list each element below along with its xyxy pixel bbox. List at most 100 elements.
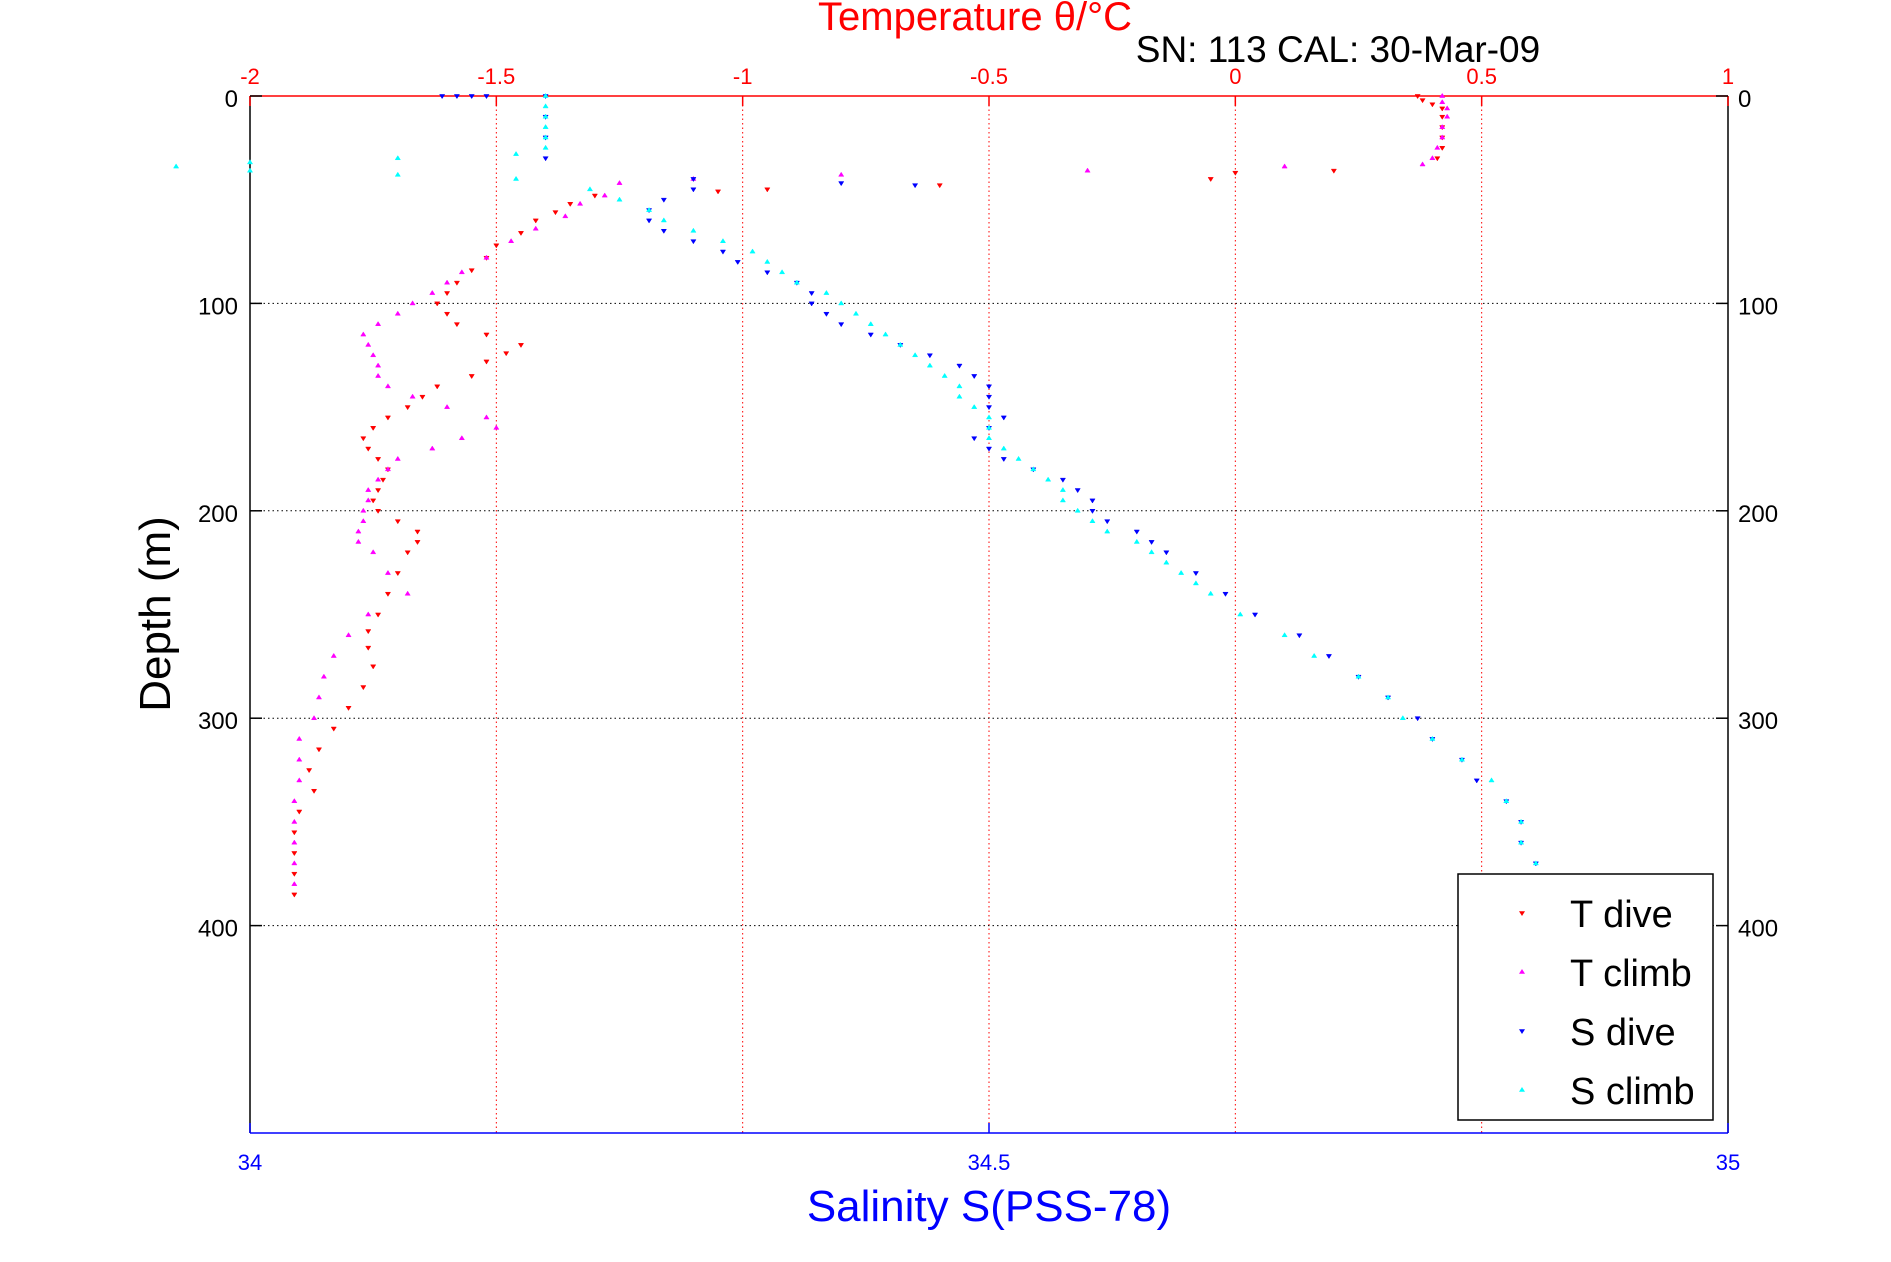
- data-point-s-climb: [1399, 715, 1406, 721]
- data-point-t-dive: [315, 747, 323, 753]
- data-point-s-climb: [926, 362, 933, 368]
- data-point-s-climb: [1429, 735, 1436, 741]
- data-point-s-climb: [1192, 580, 1199, 586]
- data-point-t-climb: [493, 424, 500, 430]
- tick-label-temperature: -1.5: [477, 64, 515, 89]
- data-point-s-dive: [660, 197, 667, 203]
- data-point-t-climb: [384, 383, 391, 389]
- tick-label-depth-right: 300: [1738, 708, 1778, 735]
- data-point-s-climb: [1015, 455, 1022, 461]
- data-point-s-climb: [1311, 652, 1318, 658]
- data-point-s-climb: [1503, 798, 1510, 803]
- data-point-s-climb: [542, 134, 549, 140]
- data-point-s-climb: [394, 155, 401, 161]
- data-point-t-climb: [532, 225, 539, 231]
- data-point-s-dive: [808, 301, 815, 307]
- data-point-t-climb: [601, 192, 608, 198]
- legend-label-s-climb: S climb: [1570, 1071, 1695, 1113]
- data-point-s-dive: [985, 405, 993, 411]
- data-point-t-climb: [345, 632, 352, 638]
- data-point-t-climb: [444, 279, 451, 285]
- data-point-t-climb: [370, 549, 377, 555]
- data-point-s-climb: [1030, 466, 1037, 472]
- tick-label-depth-right: 400: [1738, 916, 1778, 943]
- tick-label-depth-right: 200: [1738, 501, 1778, 528]
- tick-label-temperature: 1: [1722, 64, 1734, 89]
- data-point-s-dive: [1192, 571, 1199, 577]
- data-point-s-climb: [749, 248, 756, 254]
- data-point-s-dive: [1059, 477, 1066, 483]
- data-point-s-dive: [764, 270, 771, 276]
- data-point-t-dive: [365, 446, 372, 452]
- data-point-s-climb: [1163, 559, 1170, 565]
- data-point-t-dive: [291, 851, 298, 857]
- data-point-s-dive: [483, 94, 490, 100]
- data-point-s-dive: [1251, 612, 1259, 618]
- chart-subtitle: SN: 113 CAL: 30-Mar-09: [1136, 29, 1540, 70]
- data-point-s-climb: [1059, 497, 1066, 503]
- data-point-t-climb: [508, 238, 515, 243]
- tick-label-temperature: 0: [1229, 64, 1241, 89]
- data-point-t-dive: [468, 268, 475, 274]
- data-point-t-dive: [291, 892, 298, 898]
- data-point-s-climb: [852, 310, 860, 316]
- data-point-t-dive: [567, 202, 574, 207]
- data-point-s-climb: [512, 175, 520, 181]
- data-point-s-dive: [1089, 508, 1096, 514]
- data-point-s-dive: [971, 374, 978, 380]
- data-point-t-dive: [1414, 94, 1421, 100]
- data-point-s-climb: [941, 372, 948, 378]
- data-point-t-dive: [483, 332, 490, 338]
- data-point-s-climb: [646, 206, 653, 212]
- tick-label-depth-left: 100: [198, 293, 238, 320]
- data-point-s-dive: [1325, 654, 1332, 660]
- data-point-s-dive: [867, 332, 874, 338]
- data-point-t-climb: [1434, 144, 1441, 150]
- data-point-s-climb: [1089, 518, 1096, 523]
- data-point-s-dive: [912, 183, 919, 189]
- data-point-t-dive: [517, 231, 525, 236]
- data-point-t-climb: [296, 756, 303, 762]
- data-point-t-dive: [714, 189, 722, 195]
- data-point-t-climb: [320, 673, 327, 679]
- tick-label-depth-left: 200: [198, 501, 238, 528]
- data-point-t-climb: [616, 180, 623, 185]
- legend-box: [1457, 873, 1714, 1121]
- data-point-s-dive: [1104, 519, 1111, 525]
- data-point-t-climb: [562, 213, 569, 219]
- legend-label-t-climb: T climb: [1570, 953, 1692, 995]
- data-point-t-dive: [453, 280, 460, 286]
- legend-marker-t-climb: [1519, 969, 1525, 974]
- data-point-s-climb: [1518, 818, 1525, 824]
- data-point-s-dive: [1000, 415, 1007, 421]
- data-point-s-dive: [926, 353, 933, 359]
- data-point-t-dive: [296, 809, 303, 815]
- data-point-s-dive: [1163, 550, 1170, 556]
- data-point-t-dive: [365, 629, 372, 635]
- data-point-s-dive: [956, 363, 963, 369]
- data-point-t-climb: [838, 171, 845, 177]
- data-point-t-dive: [360, 436, 367, 442]
- data-point-t-climb: [429, 289, 436, 295]
- data-point-t-climb: [577, 200, 584, 206]
- data-point-t-climb: [458, 269, 465, 275]
- data-point-s-climb: [542, 103, 549, 109]
- data-point-s-climb: [586, 186, 593, 192]
- data-point-s-climb: [1281, 632, 1288, 638]
- tick-label-salinity: 35: [1716, 1150, 1740, 1175]
- data-point-t-dive: [370, 498, 377, 504]
- data-point-t-dive: [1429, 102, 1436, 108]
- y-axis-label: Depth (m): [131, 516, 180, 712]
- data-point-t-dive: [384, 415, 391, 421]
- data-point-s-climb: [1518, 839, 1525, 845]
- tick-label-salinity: 34: [238, 1150, 262, 1175]
- data-point-t-climb: [394, 310, 401, 316]
- data-point-s-dive: [646, 218, 653, 224]
- tick-label-temperature: -0.5: [970, 64, 1008, 89]
- data-point-s-dive: [1222, 591, 1229, 597]
- data-point-t-dive: [503, 351, 510, 357]
- legend: T dive T climb S dive S climb: [1457, 873, 1714, 1121]
- data-point-t-dive: [360, 685, 367, 691]
- data-point-t-dive: [1330, 168, 1337, 174]
